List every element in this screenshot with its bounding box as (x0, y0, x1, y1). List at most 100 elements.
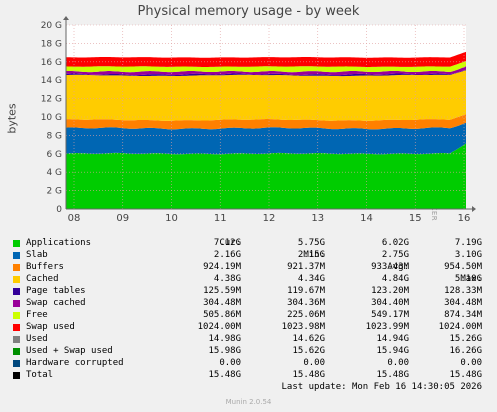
legend: Cur: Min: Avg: Max: Applications 7.12G 5.7… (0, 225, 497, 381)
area-swap-cached (66, 66, 466, 76)
legend-min: 15.48G (292, 370, 325, 380)
legend-cur: 505.86M (203, 310, 241, 320)
y-tick-label: 4 G (46, 168, 62, 178)
legend-swatch (13, 276, 20, 283)
munin-version: Munin 2.0.54 (225, 398, 272, 406)
legend-row: Buffers 924.19M 921.37M 933.43M 954.50M (0, 261, 497, 273)
legend-cur: 125.59M (203, 286, 241, 296)
legend-avg: 304.40M (371, 298, 409, 308)
y-tick-label: 10 G (41, 113, 62, 123)
x-tick-label: 11 (214, 213, 227, 224)
legend-row: Used 14.98G 14.62G 14.94G 15.26G (0, 333, 497, 345)
legend-swatch (13, 348, 20, 355)
legend-name: Swap used (26, 322, 75, 332)
legend-row: Swap cached 304.48M 304.36M 304.40M 304.48M (0, 297, 497, 309)
legend-header-avg: Avg: (387, 262, 409, 272)
legend-row: Cached 4.38G 4.34G 4.84G 5.10G (0, 273, 497, 285)
legend-max: 3.10G (454, 250, 482, 260)
y-tick-label: 18 G (41, 39, 62, 49)
legend-cur: 0.00 (219, 358, 241, 368)
legend-max: 874.34M (444, 310, 482, 320)
legend-cur: 4.38G (213, 274, 241, 284)
legend-avg: 14.94G (376, 334, 409, 344)
legend-cur: 14.98G (208, 334, 241, 344)
legend-row: Used + Swap used 15.98G 15.62G 15.94G 16.26G (0, 345, 497, 357)
x-axis-arrow (472, 206, 476, 212)
legend-cur: 2.16G (213, 250, 241, 260)
area-slab (66, 122, 466, 155)
legend-row: Slab 2.16G 2.15G 2.75G 3.10G (0, 249, 497, 261)
legend-max: 15.26G (449, 334, 482, 344)
legend-name: Cached (26, 274, 59, 284)
legend-name: Applications (26, 238, 92, 248)
legend-avg: 933.43M (371, 262, 409, 272)
stacked-areas (66, 51, 466, 209)
legend-swatch (13, 252, 20, 259)
area-buffers (66, 114, 466, 130)
legend-avg: 15.94G (376, 346, 409, 356)
y-tick-label: 16 G (41, 58, 62, 68)
x-tick-label: 10 (165, 213, 178, 224)
legend-max: 954.50M (444, 262, 482, 272)
legend-cur: 15.98G (208, 346, 241, 356)
y-tick-label: 0 (56, 205, 62, 215)
legend-max: 15.48G (449, 370, 482, 380)
legend-avg: 1023.99M (365, 322, 409, 332)
y-tick-labels: 0 2 G 4 G 6 G 8 G 10 G 12 G 14 G 16 G 18 G 20 G (41, 21, 63, 215)
legend-max: 7.19G (454, 238, 482, 248)
legend-swatch (13, 324, 20, 331)
legend-swatch (13, 336, 20, 343)
legend-min: 304.36M (287, 298, 325, 308)
legend-swatch (13, 360, 20, 367)
y-tick-label: 14 G (41, 76, 62, 86)
legend-avg: 2.75G (381, 250, 409, 260)
legend-name: Page tables (26, 286, 86, 296)
grid-lines (66, 24, 466, 209)
area-page-tables (66, 69, 466, 77)
legend-min: 225.06M (287, 310, 325, 320)
legend-cur: 924.19M (203, 262, 241, 272)
y-axis-arrow (63, 16, 69, 20)
legend-max: 5.10G (454, 274, 482, 284)
legend-min: 1023.98M (281, 322, 325, 332)
legend-name: Hardware corrupted (26, 358, 124, 368)
legend-row: Applications 7.12G 5.75G 6.02G 7.19G (0, 237, 497, 249)
legend-name: Total (26, 370, 54, 380)
x-tick-label: 09 (116, 213, 129, 224)
legend-name: Swap cached (26, 298, 86, 308)
legend-rows: Applications 7.12G 5.75G 6.02G 7.19G Slab 2.16… (0, 237, 497, 381)
legend-max: 1024.00M (438, 322, 482, 332)
area-applications (66, 143, 466, 209)
legend-avg: 4.84G (381, 274, 409, 284)
legend-min: 921.37M (287, 262, 325, 272)
legend-name: Used (26, 334, 48, 344)
legend-cur: 7.12G (213, 238, 241, 248)
y-tick-label: 12 G (41, 95, 62, 105)
legend-min: 2.15G (297, 250, 325, 260)
area-free (66, 61, 466, 73)
legend-cur: 304.48M (203, 298, 241, 308)
y-tick-label: 8 G (46, 131, 62, 141)
legend-row: Total 15.48G 15.48G 15.48G 15.48G (0, 369, 497, 381)
legend-header-cur: Cur: (219, 238, 241, 248)
legend-swatch (13, 312, 20, 319)
legend-max: 304.48M (444, 298, 482, 308)
legend-swatch (13, 264, 20, 271)
x-tick-labels: 08 09 10 11 12 13 14 15 16 (68, 213, 471, 224)
y-tick-label: 20 G (41, 21, 62, 31)
x-tick-label: 08 (68, 213, 81, 224)
last-update: Last update: Mon Feb 16 14:30:05 2026 (281, 382, 482, 392)
legend-cur: 15.48G (208, 370, 241, 380)
legend-swatch (13, 372, 20, 379)
legend-min: 15.62G (292, 346, 325, 356)
legend-max: 128.33M (444, 286, 482, 296)
legend-swatch (13, 300, 20, 307)
legend-header-min: Min: (303, 250, 325, 260)
legend-max: 16.26G (449, 346, 482, 356)
area-swap-used (66, 51, 466, 67)
legend-min: 119.67M (287, 286, 325, 296)
legend-row: Page tables 125.59M 119.67M 123.20M 128.33M (0, 285, 497, 297)
x-tick-label: 12 (263, 213, 276, 224)
x-tick-label: 16 (458, 213, 471, 224)
axes (63, 16, 476, 212)
